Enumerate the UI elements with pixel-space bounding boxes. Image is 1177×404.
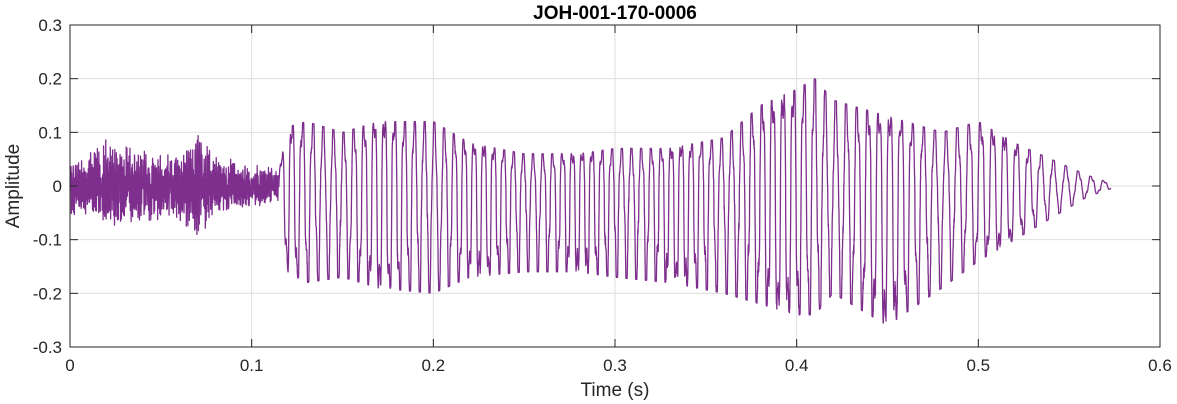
y-tick-label: 0.1 (38, 123, 62, 142)
chart-title: JOH-001-170-0006 (533, 3, 697, 24)
y-tick-label: -0.1 (33, 231, 62, 250)
waveform-layer (69, 78, 1112, 324)
y-tick-label: -0.3 (33, 338, 62, 357)
waveform-series-line (69, 78, 1112, 324)
x-tick-label: 0.5 (967, 356, 991, 375)
y-tick-label: 0.2 (38, 70, 62, 89)
y-tick-labels: 0.3 0.2 0.1 0 -0.1 -0.2 -0.3 (33, 16, 62, 357)
x-tick-labels: 0 0.1 0.2 0.3 0.4 0.5 0.6 (65, 356, 1172, 375)
x-tick-label: 0.3 (603, 356, 627, 375)
x-tick-label: 0.4 (785, 356, 809, 375)
x-tick-label: 0.1 (240, 356, 264, 375)
x-tick-label: 0.2 (422, 356, 446, 375)
y-tick-label: 0.3 (38, 16, 62, 35)
y-axis-label: Amplitude (3, 144, 24, 229)
y-tick-label: -0.2 (33, 284, 62, 303)
x-tick-label: 0 (65, 356, 74, 375)
y-tick-label: 0 (53, 177, 62, 196)
x-tick-label: 0.6 (1148, 356, 1172, 375)
x-axis-label: Time (s) (581, 380, 650, 401)
axis-ticks (69, 24, 1161, 348)
